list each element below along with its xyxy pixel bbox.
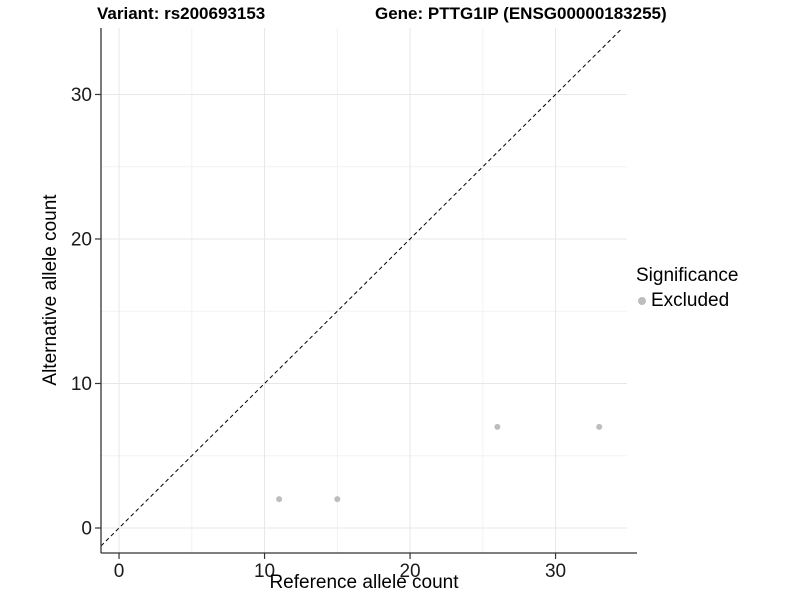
gene-title: Gene: PTTG1IP (ENSG00000183255) bbox=[375, 4, 667, 23]
x-axis-title: Reference allele count bbox=[269, 572, 459, 593]
identity-reference-line bbox=[100, 27, 623, 547]
legend-item-label: Excluded bbox=[651, 290, 730, 311]
data-point bbox=[334, 496, 341, 503]
data-point bbox=[276, 496, 283, 503]
legend: Significance Excluded bbox=[636, 265, 738, 312]
y-tick-label: 10 bbox=[71, 374, 92, 395]
data-point bbox=[596, 423, 603, 430]
x-tick-label: 0 bbox=[114, 561, 125, 582]
data-point bbox=[494, 423, 501, 430]
x-tick-label: 30 bbox=[545, 561, 566, 582]
x-tick-label: 10 bbox=[254, 561, 275, 582]
x-tick-label: 20 bbox=[399, 561, 420, 582]
y-axis-title: Alternative allele count bbox=[40, 194, 61, 386]
y-tick-label: 30 bbox=[71, 85, 92, 106]
variant-title: Variant: rs200693153 bbox=[97, 4, 266, 23]
legend-item-excluded: Excluded bbox=[636, 290, 738, 312]
excluded-point-swatch-icon bbox=[638, 297, 646, 305]
legend-title: Significance bbox=[636, 265, 739, 286]
y-tick-label: 0 bbox=[81, 519, 92, 540]
y-tick-label: 20 bbox=[71, 229, 92, 250]
